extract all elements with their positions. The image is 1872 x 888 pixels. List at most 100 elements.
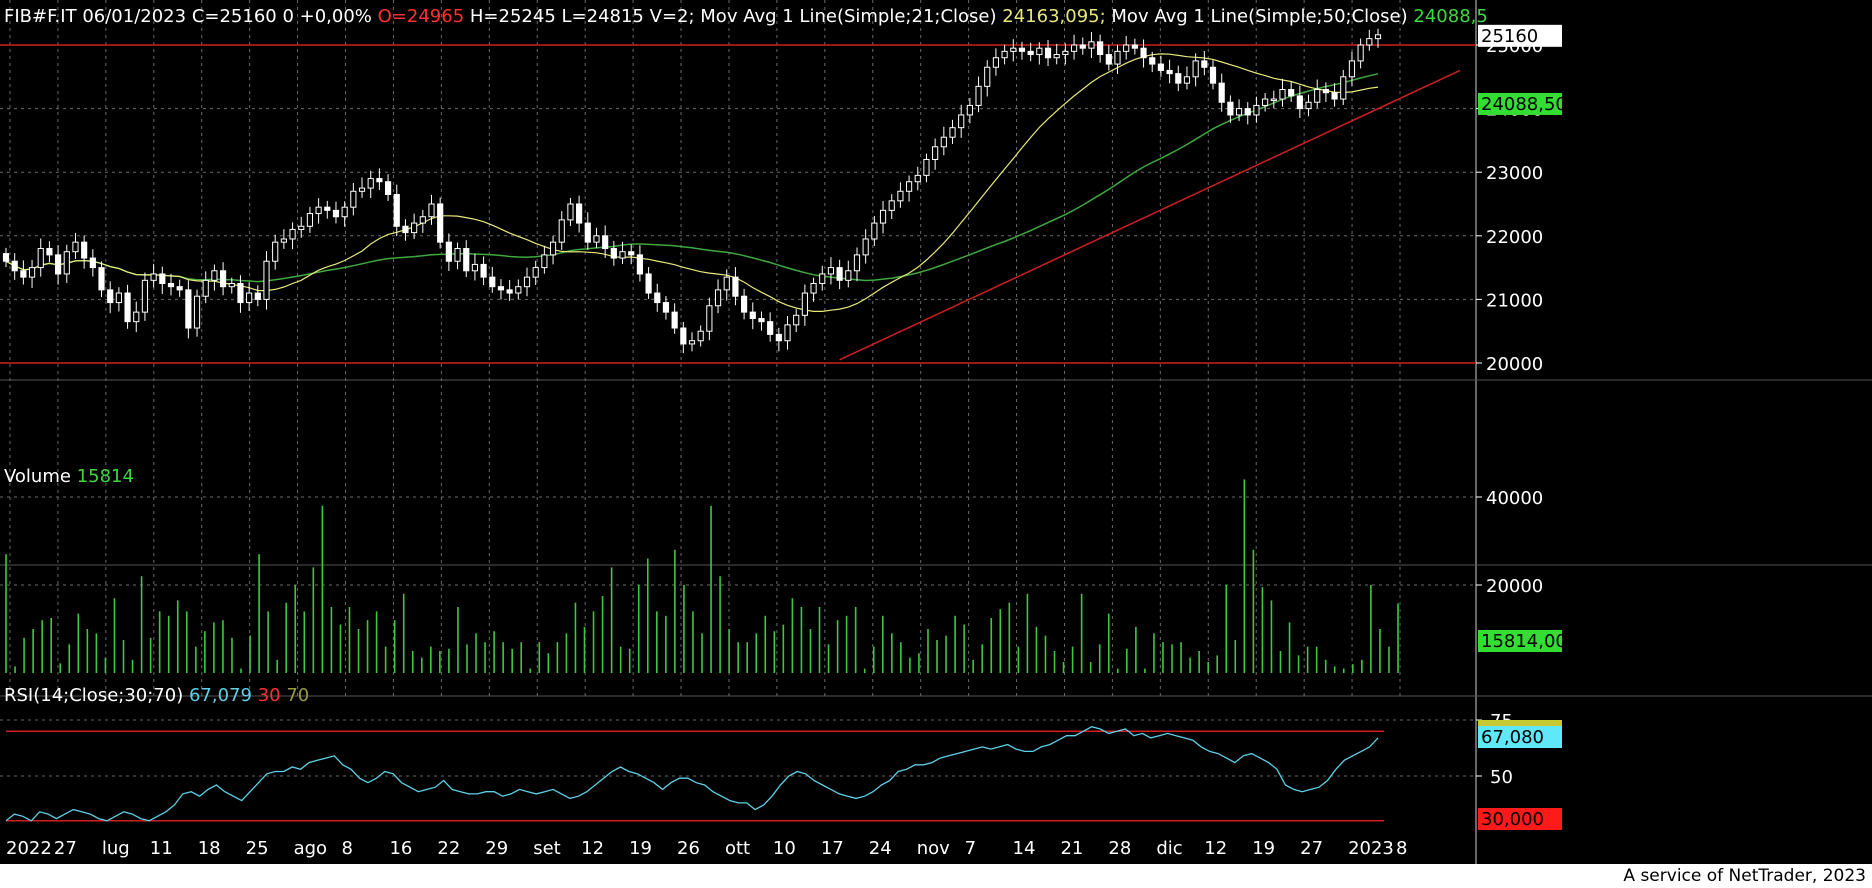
candle-body [1105, 54, 1112, 65]
candle-body [55, 254, 62, 275]
candle-body [1088, 41, 1095, 49]
candle-body [124, 292, 131, 323]
candle-body [1010, 47, 1017, 52]
candle-body [202, 279, 209, 297]
candle-body [1036, 47, 1043, 56]
change-value: 0 +0,00% [282, 6, 372, 27]
candle-body [532, 267, 539, 278]
candle-body [254, 292, 261, 300]
rsi-value-tag-text: 67,080 [1481, 727, 1544, 748]
candle-body [576, 203, 583, 224]
candle-body [1131, 44, 1138, 49]
candle-body [610, 248, 617, 259]
candle-body [645, 273, 652, 294]
rsi-70-tag [1478, 720, 1562, 726]
price-tick-label: 20000 [1486, 354, 1543, 375]
candle-body [862, 238, 869, 256]
overlay-lines [0, 44, 1476, 364]
candle-body [567, 203, 574, 221]
candle-body [1070, 44, 1078, 52]
x-tick-label: 10 [773, 838, 796, 859]
candle-body [1079, 44, 1086, 49]
volume-label: Volume [4, 466, 71, 487]
x-tick-label: 7 [965, 838, 976, 859]
candle-body [228, 283, 235, 288]
candle-body [793, 314, 800, 326]
price-tick-label: 21000 [1486, 290, 1543, 311]
candle-body [1244, 108, 1251, 116]
x-tick-label: 11 [150, 838, 173, 859]
x-tick-label: 24 [869, 838, 892, 859]
x-tick-label: 27 [1300, 838, 1323, 859]
price-header: FIB#F.IT 06/01/2023 C=25160 0 +0,00% O=2… [4, 6, 1488, 27]
candle-body [298, 225, 305, 230]
candlesticks [2, 28, 1382, 354]
candle-body [133, 311, 140, 323]
candle-body [81, 241, 88, 259]
x-tick-label: 26 [677, 838, 700, 859]
x-tick-label: dic [1156, 838, 1182, 859]
candle-body [37, 248, 44, 269]
candle-body [958, 114, 965, 129]
candle-body [246, 292, 253, 304]
rsi-header: RSI(14;Close;30;70) 67,079 30 70 [4, 685, 309, 706]
candle-body [966, 104, 973, 116]
candle-body [63, 251, 70, 275]
price-tag-text: 24088,500 [1481, 94, 1578, 115]
candle-body [541, 254, 548, 269]
candle-body [1305, 101, 1312, 110]
candle-body [1253, 104, 1260, 116]
volume-bars [5, 479, 1399, 673]
candle-body [1157, 63, 1165, 71]
candle-body [784, 324, 791, 342]
candle-body [1374, 34, 1382, 40]
x-tick-label: 29 [485, 838, 508, 859]
date: 06/01/2023 [82, 6, 187, 27]
candle-body [272, 241, 279, 262]
x-tick-label: 19 [629, 838, 652, 859]
candle-body [315, 206, 322, 215]
candle-body [141, 279, 149, 313]
candle-body [680, 327, 687, 345]
candle-body [758, 317, 765, 323]
candle-body [732, 276, 739, 297]
candle-body [98, 267, 105, 291]
candle-body [602, 235, 609, 250]
candle-body [593, 235, 600, 243]
candle-body [463, 248, 470, 272]
candle-body [289, 228, 296, 240]
grid-lines [0, 0, 1872, 864]
x-tick-label: 8 [1396, 838, 1407, 859]
candle-body [654, 292, 661, 304]
candle-body [801, 292, 808, 316]
x-tick-label: lug [102, 838, 130, 859]
candle-body [376, 178, 383, 183]
ma50-value: 24088,5 [1413, 6, 1488, 27]
x-tick-label: 21 [1060, 838, 1083, 859]
candle-body [306, 213, 314, 227]
volume-tick-label: 40000 [1486, 488, 1543, 509]
candle-body [1183, 76, 1191, 84]
candle-body [437, 203, 444, 243]
price-tag-text: 25160 [1481, 26, 1538, 47]
volume-tick-label: 20000 [1486, 576, 1543, 597]
candle-body [28, 267, 36, 278]
candle-body [628, 251, 635, 256]
symbol: FIB#F.IT [4, 6, 77, 27]
candle-body [827, 267, 835, 275]
candle-body [914, 174, 921, 183]
candle-body [1192, 60, 1199, 78]
candle-body [489, 276, 496, 288]
price-tag-box [1478, 92, 1562, 115]
candle-body [992, 57, 1000, 68]
candle-body [411, 222, 418, 234]
candle-body [367, 178, 374, 189]
candle-body [506, 289, 513, 294]
candle-body [636, 254, 643, 275]
volume-tag-text: 15814,000 [1481, 631, 1578, 652]
candle-body [923, 158, 930, 176]
rsi-30-tag-text: 30,000 [1481, 809, 1544, 830]
candle-body [263, 260, 270, 300]
candle-body [1314, 89, 1321, 103]
high-value: H=25245 [469, 6, 556, 27]
